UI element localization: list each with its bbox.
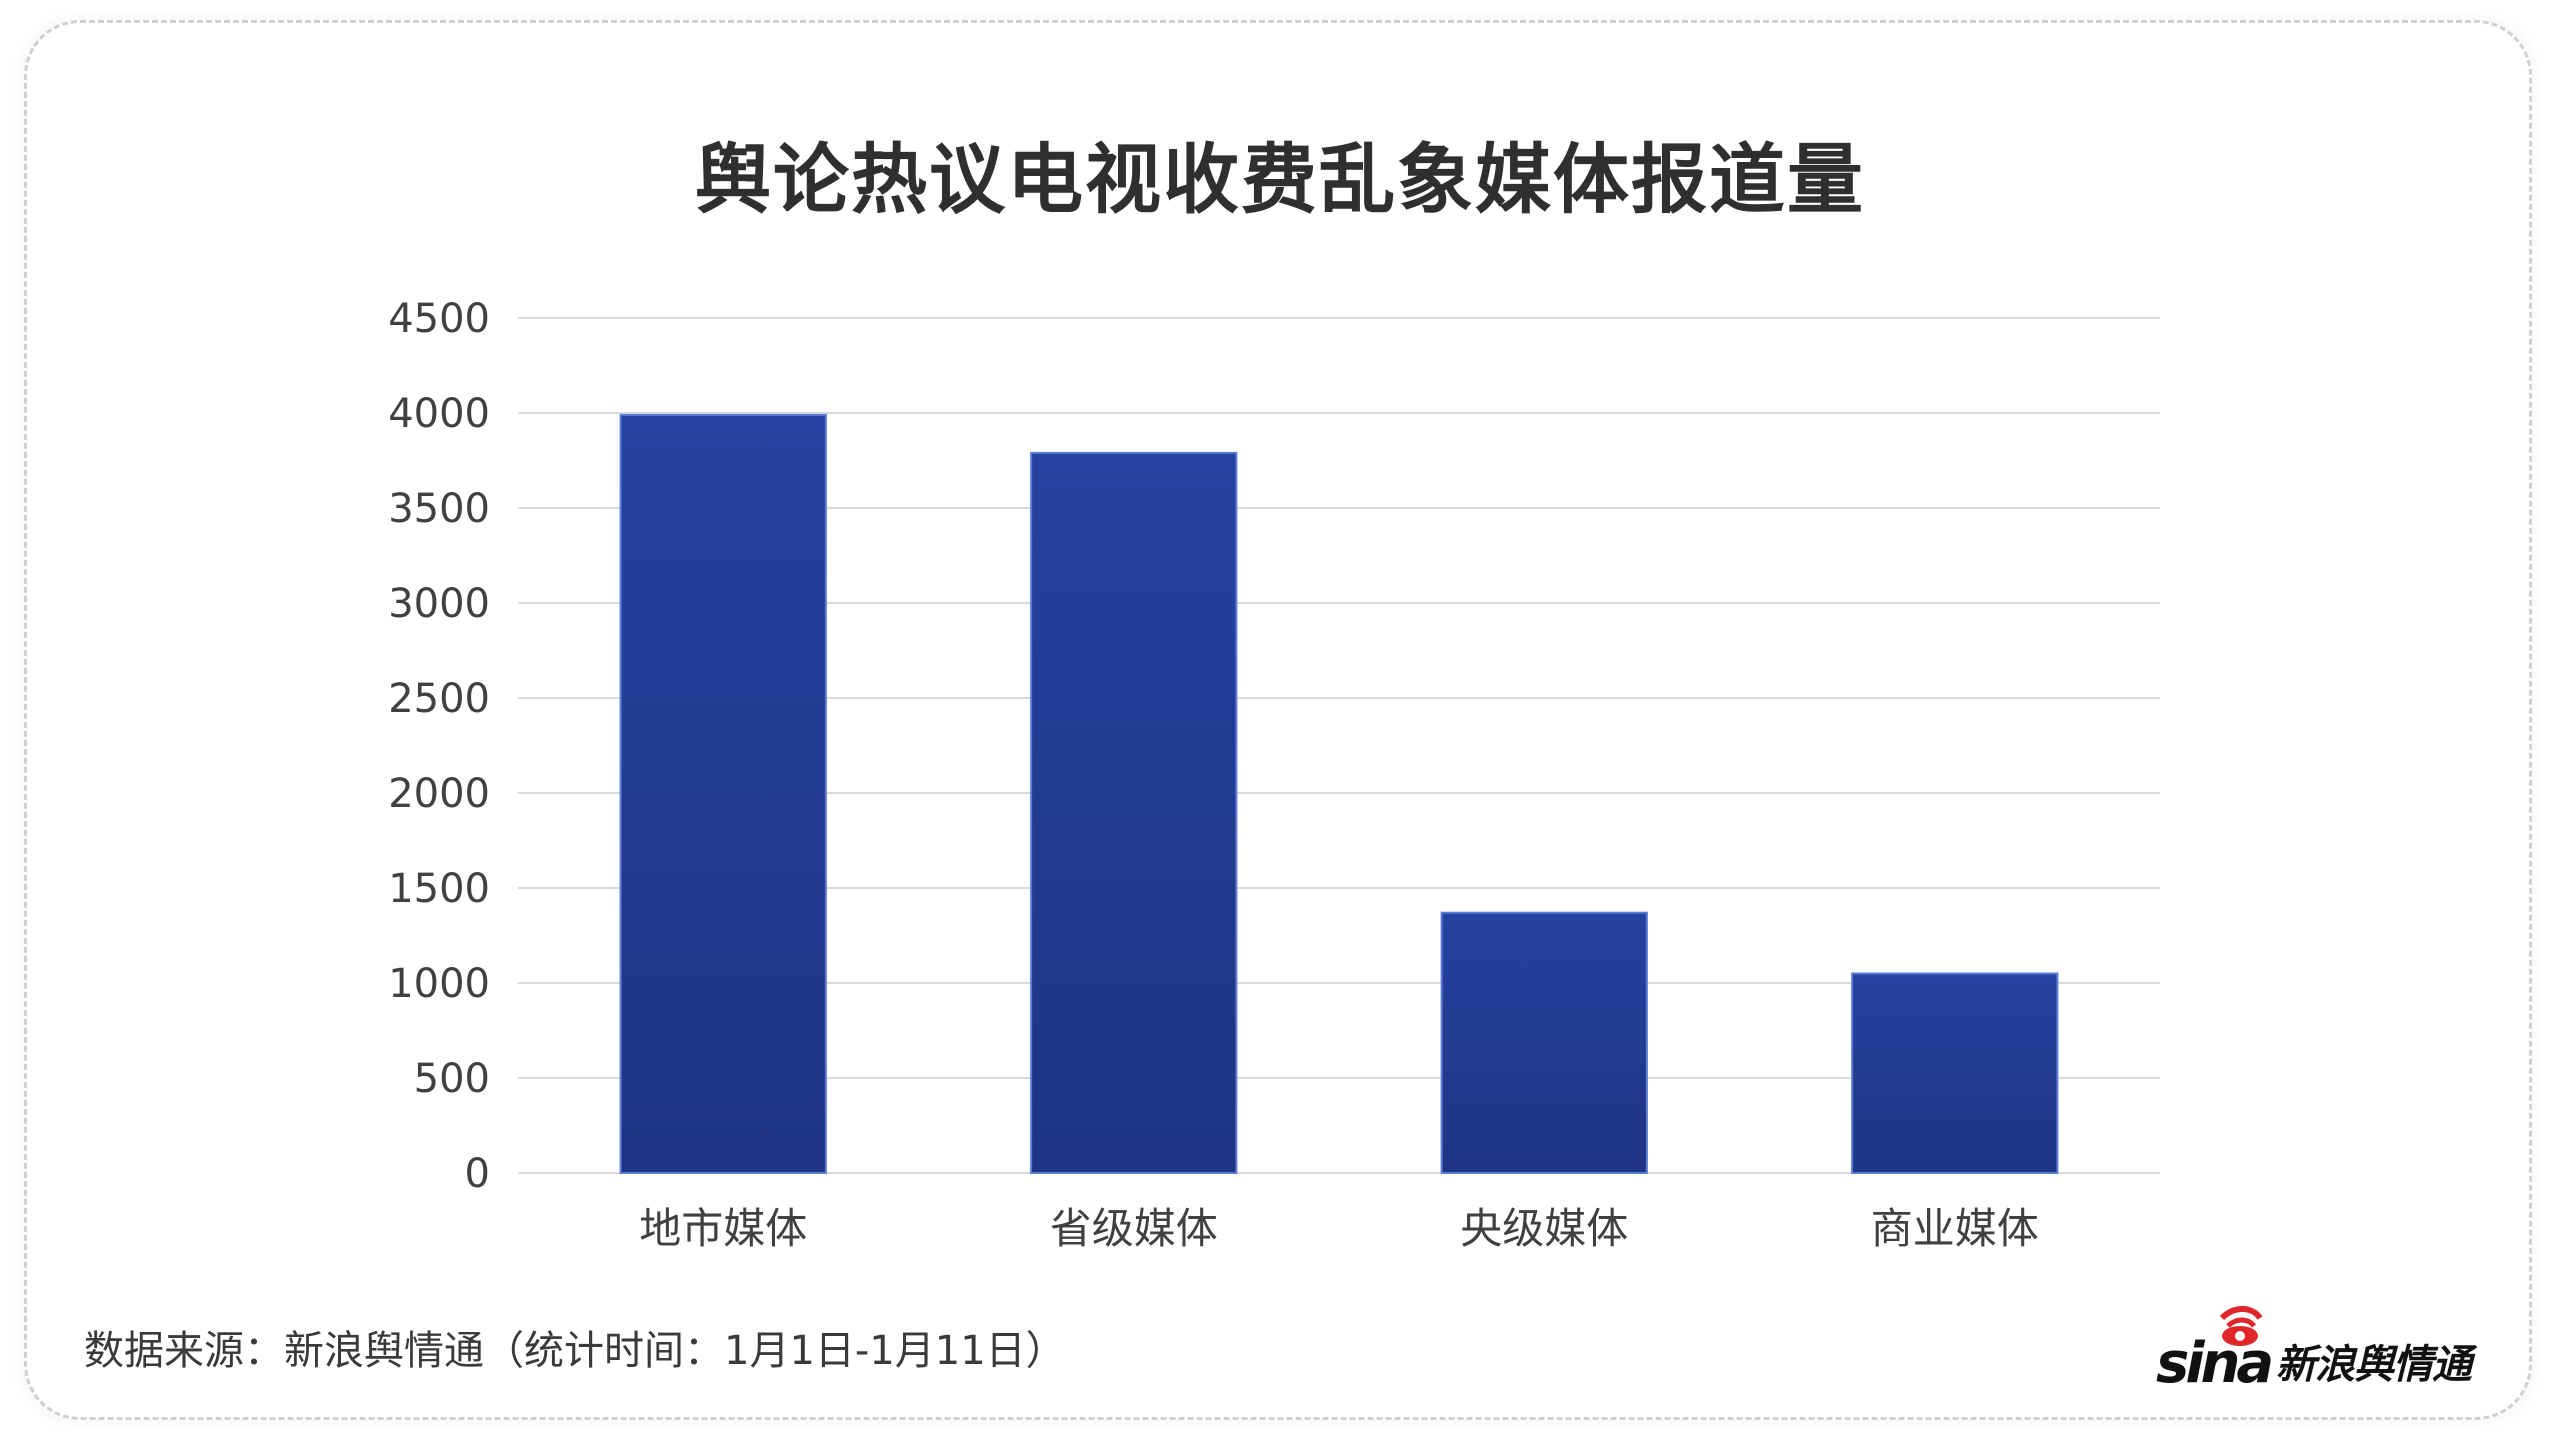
y-tick-label: 3500: [388, 486, 490, 532]
sina-logo: sina: [2156, 1306, 2275, 1396]
chart-title: 舆论热议电视收费乱象媒体报道量: [695, 135, 1865, 224]
sina-eye-icon: [2219, 1306, 2263, 1346]
x-tick-label: 省级媒体: [1050, 1204, 1218, 1253]
y-tick-label: 2500: [388, 676, 490, 722]
bars: [619, 413, 2059, 1174]
y-tick-label: 1500: [388, 866, 490, 912]
chart-card: [24, 20, 2532, 1420]
y-axis-ticks: 0 500 1000 1500 2000 2500 3000 3500 4000 4500: [388, 296, 490, 1197]
y-tick-label: 500: [414, 1056, 490, 1102]
brand-name: 新浪舆情通: [2276, 1342, 2472, 1388]
y-tick-label: 3000: [388, 581, 490, 627]
x-tick-label: 商业媒体: [1871, 1204, 2039, 1253]
data-source-note: 数据来源：新浪舆情通（统计时间：1月1日-1月11日）: [84, 1328, 1066, 1374]
bar-4: [1851, 972, 2059, 1174]
bar-3: [1440, 911, 1648, 1174]
y-tick-label: 1000: [388, 961, 490, 1007]
bar-2: [1030, 451, 1238, 1174]
bar-1: [619, 413, 827, 1174]
x-tick-label: 央级媒体: [1460, 1204, 1628, 1253]
y-tick-label: 4500: [388, 296, 490, 342]
y-tick-label: 2000: [388, 771, 490, 817]
x-axis-ticks: 地市媒体 省级媒体 央级媒体 商业媒体: [639, 1204, 2039, 1253]
sina-wordmark: sina: [2156, 1331, 2271, 1396]
y-tick-label: 0: [465, 1151, 490, 1197]
x-tick-label: 地市媒体: [639, 1204, 807, 1253]
y-tick-label: 4000: [388, 391, 490, 437]
